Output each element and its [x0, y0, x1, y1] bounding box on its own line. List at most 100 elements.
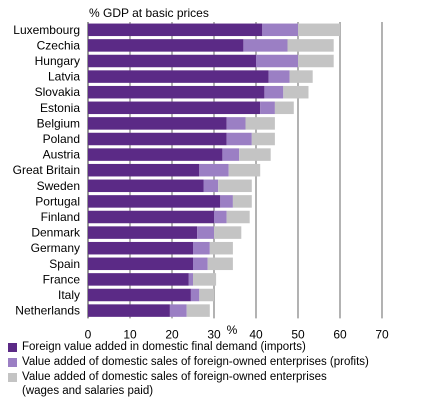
bar-great-britain-series-1	[199, 163, 229, 177]
bar-netherlands-series-2	[186, 304, 210, 317]
legend-label-wages-line1: Value added of domestic sales of foreign…	[22, 371, 327, 383]
bar-luxembourg-series-1	[262, 23, 298, 37]
bar-estonia-series-2	[274, 101, 294, 115]
category-label: Sweden	[37, 179, 80, 193]
bar-france-series-0	[88, 273, 189, 286]
bar-czechia-series-1	[243, 39, 288, 52]
bar-germany-series-2	[209, 241, 233, 255]
bar-germany-series-1	[193, 241, 210, 255]
bar-poland-series-2	[251, 132, 275, 146]
category-label: Estonia	[40, 101, 80, 115]
x-tick-label: 70	[375, 327, 389, 340]
x-tick-label: 30	[207, 327, 221, 340]
bar-spain-series-2	[207, 257, 233, 271]
bar-netherlands-series-0	[88, 304, 170, 317]
bar-france-series-1	[188, 273, 193, 286]
bar-great-britain-series-2	[228, 163, 261, 177]
category-label: Slovakia	[35, 85, 81, 99]
legend-swatch-wages	[8, 373, 17, 382]
bar-netherlands-series-1	[169, 304, 187, 317]
category-label: Denmark	[31, 226, 81, 240]
x-tick-labels: 0 10 20 30 40 50 60 70	[85, 327, 389, 340]
bar-denmark-series-2	[214, 226, 242, 239]
bars-group	[88, 23, 340, 317]
category-label: Belgium	[37, 116, 80, 130]
legend-item-profits: Value added of domestic sales of foreign…	[8, 355, 438, 369]
category-label: Poland	[43, 132, 80, 146]
bar-belgium-series-0	[88, 117, 227, 130]
x-tick-label: 0	[85, 327, 92, 340]
category-label: Spain	[49, 257, 80, 271]
bar-denmark-series-0	[88, 226, 198, 239]
legend-label-imports: Foreign value added in domestic final de…	[22, 341, 306, 353]
bar-estonia-series-0	[88, 101, 261, 115]
bar-portugal-series-2	[232, 195, 252, 208]
bar-sweden-series-2	[218, 179, 252, 193]
category-label: Netherlands	[15, 304, 80, 318]
bar-italy-series-2	[199, 288, 214, 302]
bar-austria-series-0	[88, 148, 223, 161]
bar-czechia-series-0	[88, 39, 244, 52]
legend-label-profits: Value added of domestic sales of foreign…	[22, 356, 369, 368]
x-axis-label: %	[227, 323, 238, 337]
bar-hungary-series-0	[88, 54, 256, 68]
x-tick-label: 40	[249, 327, 263, 340]
category-label: Italy	[58, 288, 80, 302]
bar-estonia-series-1	[260, 101, 275, 115]
bar-spain-series-1	[193, 257, 208, 271]
bar-austria-series-2	[239, 148, 271, 161]
x-tick-label: 50	[291, 327, 305, 340]
bar-finland-series-1	[214, 210, 227, 224]
bar-finland-series-2	[226, 210, 250, 224]
bar-latvia-series-0	[88, 70, 269, 83]
category-label: Hungary	[35, 54, 80, 68]
bar-luxembourg-series-0	[88, 23, 263, 37]
category-label: Great Britain	[13, 163, 80, 177]
bar-slovakia-series-0	[88, 85, 265, 99]
category-label: France	[43, 272, 81, 286]
bar-czechia-series-2	[287, 39, 334, 52]
x-tick-label: 20	[165, 327, 179, 340]
bar-slovakia-series-2	[283, 85, 309, 99]
legend-swatch-profits	[8, 358, 17, 367]
category-label: Luxembourg	[13, 23, 80, 37]
bar-poland-series-1	[226, 132, 252, 146]
category-label: Germany	[31, 241, 80, 255]
bar-latvia-series-1	[268, 70, 290, 83]
x-tick-label: 10	[123, 327, 137, 340]
bar-belgium-series-2	[245, 117, 275, 130]
x-tick-label: 60	[333, 327, 347, 340]
legend-item-imports: Foreign value added in domestic final de…	[8, 340, 438, 354]
bar-poland-series-0	[88, 132, 227, 146]
bar-portugal-series-0	[88, 195, 221, 208]
bar-spain-series-0	[88, 257, 193, 271]
category-label: Czechia	[37, 38, 81, 52]
category-label: Portugal	[35, 194, 80, 208]
bar-finland-series-0	[88, 210, 214, 224]
bar-latvia-series-2	[289, 70, 313, 83]
bar-sweden-series-1	[203, 179, 219, 193]
bar-italy-series-0	[88, 288, 191, 302]
bar-denmark-series-1	[197, 226, 214, 239]
bar-sweden-series-0	[88, 179, 204, 193]
bar-france-series-2	[193, 273, 217, 286]
legend-swatch-imports	[8, 343, 17, 352]
category-label: Latvia	[48, 70, 80, 84]
bar-belgium-series-1	[226, 117, 246, 130]
bar-italy-series-1	[190, 288, 200, 302]
legend: Foreign value added in domestic final de…	[8, 340, 438, 399]
bar-slovakia-series-1	[264, 85, 284, 99]
bar-luxembourg-series-2	[298, 23, 340, 37]
bar-portugal-series-1	[220, 195, 233, 208]
bar-great-britain-series-0	[88, 163, 200, 177]
chart-title: % GDP at basic prices	[89, 6, 209, 20]
bar-hungary-series-1	[256, 54, 298, 68]
bar-austria-series-1	[222, 148, 240, 161]
category-label: Austria	[43, 148, 81, 162]
category-label: Finland	[41, 210, 80, 224]
bar-germany-series-0	[88, 241, 193, 255]
bar-hungary-series-2	[298, 54, 334, 68]
legend-label-wages-line2: (wages and salaries paid)	[22, 385, 154, 397]
